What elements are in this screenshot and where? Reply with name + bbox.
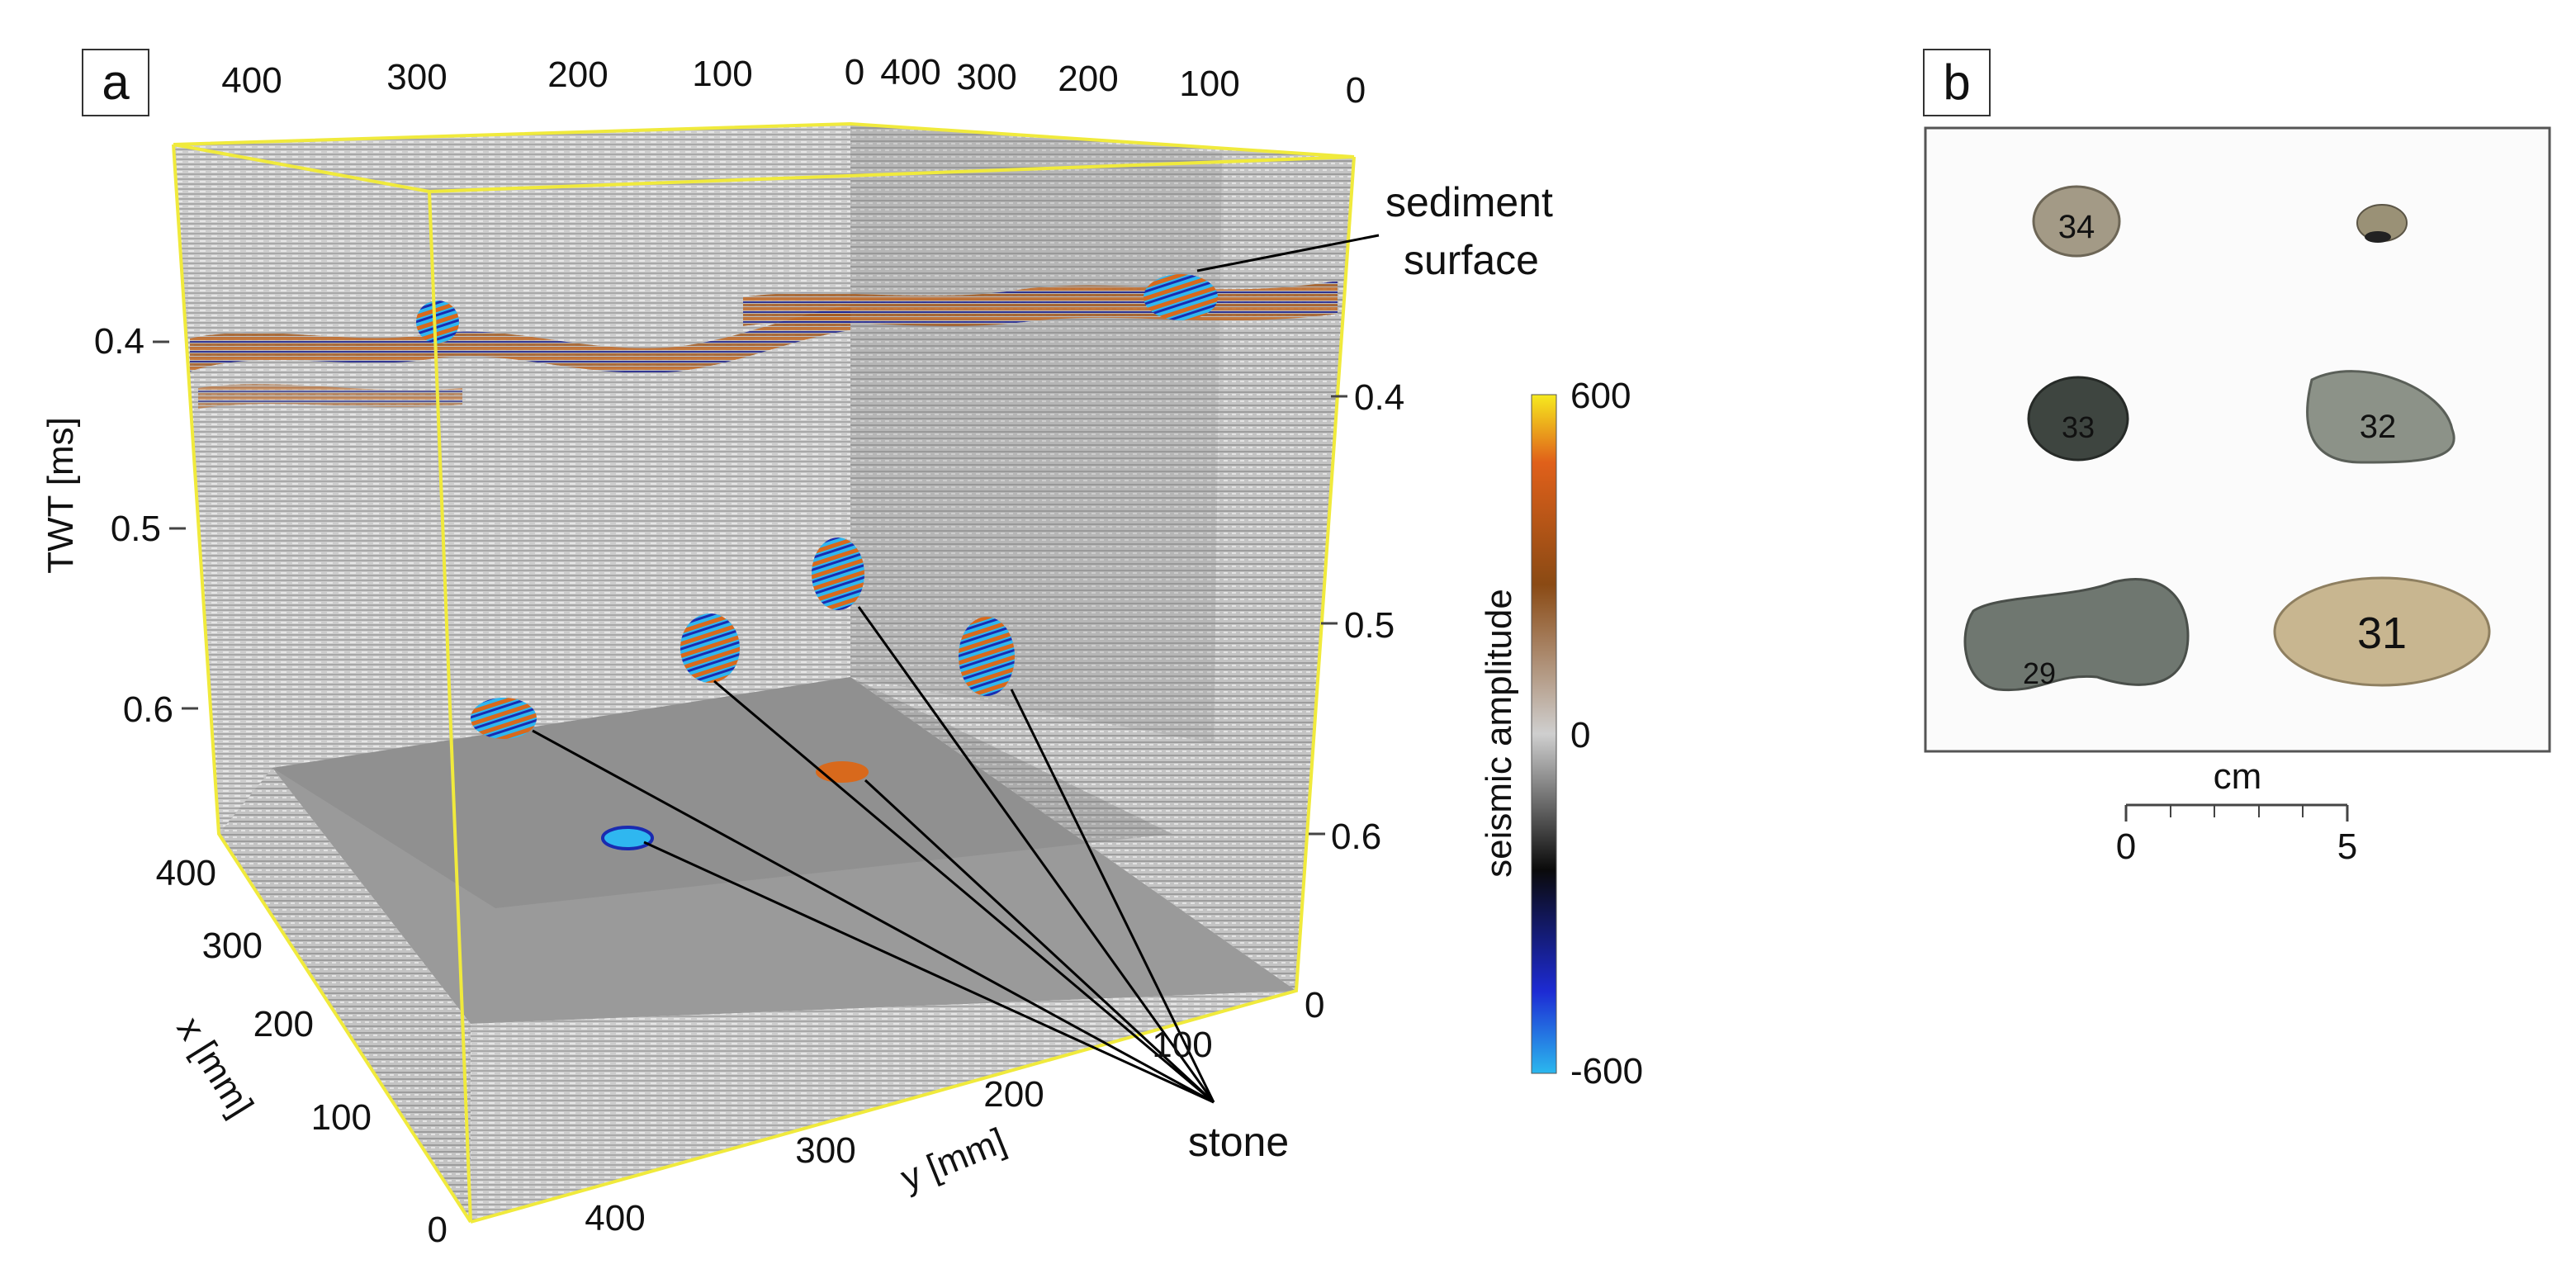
- stone-34-label: 34: [2058, 209, 2095, 245]
- y-tick-200: 200: [983, 1074, 1044, 1115]
- stone-33-shape: [2027, 376, 2129, 462]
- sediment-leader: [1196, 234, 1380, 272]
- leader-6: [643, 841, 1215, 1104]
- top-left-tick-100: 100: [692, 54, 752, 94]
- top-left-tick-200: 200: [547, 54, 608, 95]
- scale-max: 5: [2337, 826, 2357, 867]
- x-tick-200: 200: [253, 1004, 314, 1044]
- top-left-axis: 400 300 200 100 0: [221, 52, 864, 101]
- twt-right-axis: 0.4 0.5 0.6 0: [1305, 377, 1404, 1025]
- frame-left-vertical: [172, 144, 472, 1224]
- colorbar: 600 0 -600 seismic amplitude: [1479, 376, 1643, 1091]
- top-right-tick-0: 0: [1346, 70, 1366, 111]
- leader-3: [857, 606, 1215, 1103]
- x-tick-100: 100: [311, 1097, 372, 1138]
- cube-floor-slice: [272, 677, 1296, 1024]
- stone-anomaly-6: [1144, 274, 1218, 320]
- stone-photo-33: 33: [2027, 376, 2129, 462]
- sediment-label-line2: surface: [1404, 237, 1539, 283]
- twt-right-tick-0-5: 0.5: [1344, 605, 1395, 646]
- stone-photo-small-shadow: [2365, 231, 2391, 243]
- stone-photo-34: 34: [2032, 185, 2121, 258]
- stone-photo-31: 31: [2273, 576, 2491, 687]
- panel-b-label-box: [1923, 49, 1991, 116]
- scale-min: 0: [2116, 826, 2136, 867]
- stone-34-shape: [2032, 185, 2121, 258]
- stone-29-shape: [1963, 577, 2190, 692]
- y-tick-100: 100: [1152, 1025, 1212, 1065]
- x-tick-400: 400: [156, 853, 216, 893]
- top-left-tick-300: 300: [386, 57, 447, 97]
- frame-right-vertical: [470, 156, 1356, 1224]
- colorbar-gradient: [1531, 394, 1557, 1074]
- colorbar-title: seismic amplitude: [1479, 589, 1519, 878]
- panel-a-label: a: [102, 54, 130, 110]
- cube-back-right-face: [850, 124, 1354, 991]
- colorbar-min: -600: [1570, 1051, 1643, 1091]
- x-tick-0: 0: [428, 1210, 447, 1250]
- twt-right-tick-0: 0: [1305, 985, 1324, 1025]
- top-left-tick-400: 400: [221, 60, 282, 101]
- twt-right-tick-0-4: 0.4: [1354, 377, 1404, 418]
- cube-corner-shade: [850, 124, 1222, 743]
- stone-label: stone: [1188, 1119, 1289, 1165]
- x-tick-300: 300: [202, 926, 263, 966]
- stone-anomaly-5: [416, 301, 459, 343]
- y-tick-300: 300: [795, 1130, 855, 1171]
- stone-anomalies: [416, 274, 1218, 850]
- leader-5: [864, 779, 1215, 1104]
- colorbar-mid: 0: [1570, 715, 1590, 755]
- cube-frame: [172, 121, 1356, 1224]
- cube-back-left-face: [173, 124, 850, 834]
- top-right-tick-100: 100: [1179, 64, 1239, 104]
- scale-bar: cm 0 5: [2116, 756, 2357, 867]
- reflector-band-left-2: [198, 384, 462, 409]
- leader-4: [1010, 689, 1215, 1103]
- leader-1: [532, 729, 1215, 1104]
- top-left-tick-0: 0: [845, 52, 864, 92]
- stone-31-label: 31: [2357, 608, 2407, 658]
- top-right-axis: 400 300 200 100 0: [880, 52, 1366, 111]
- stone-33-label: 33: [2062, 410, 2095, 444]
- frame-front-vertical: [428, 191, 472, 1223]
- scale-unit: cm: [2214, 756, 2262, 797]
- stone-anomaly-3: [812, 537, 864, 610]
- frame-top-back: [173, 121, 1355, 159]
- stone-photo-29: 29: [1963, 577, 2190, 692]
- top-right-tick-200: 200: [1058, 59, 1118, 99]
- stone-floor-blue: [601, 826, 654, 850]
- twt-left-title: TWT [ms]: [40, 417, 81, 574]
- x-title: x [mm]: [169, 1010, 261, 1124]
- panel-b: b 34 33 32 29 31 cm: [1923, 49, 2551, 867]
- twt-left-tick-0-6: 0.6: [123, 689, 173, 730]
- cube-front-left-face: [219, 768, 471, 1222]
- stone-29-label: 29: [2023, 656, 2056, 690]
- panel-a-label-box: [82, 49, 149, 116]
- top-right-tick-400: 400: [880, 52, 940, 92]
- top-right-tick-300: 300: [956, 57, 1016, 97]
- colorbar-max: 600: [1570, 376, 1631, 416]
- panel-a: a: [40, 49, 1643, 1250]
- stone-photo-32: 32: [2306, 370, 2455, 464]
- stone-anomaly-1: [471, 698, 537, 739]
- stone-anomaly-2: [680, 613, 740, 683]
- twt-right-tick-0-6: 0.6: [1331, 817, 1381, 857]
- leader-2: [713, 680, 1215, 1104]
- panel-b-label: b: [1943, 54, 1970, 110]
- sediment-label-line1: sediment: [1385, 179, 1553, 225]
- y-tick-400: 400: [585, 1198, 645, 1238]
- stone-anomaly-4: [959, 617, 1015, 696]
- y-title: y [mm]: [895, 1120, 1011, 1199]
- stone-32-shape: [2306, 370, 2455, 464]
- reflector-band-left: [190, 305, 850, 373]
- stone-32-label: 32: [2360, 409, 2397, 445]
- twt-left-tick-0-4: 0.4: [94, 321, 144, 362]
- twt-left-tick-0-5: 0.5: [111, 509, 161, 549]
- stone-31-shape: [2273, 576, 2491, 687]
- twt-left-axis: 0.4 0.5 0.6 TWT [ms]: [40, 321, 198, 730]
- stone-leader-lines: [532, 234, 1380, 1104]
